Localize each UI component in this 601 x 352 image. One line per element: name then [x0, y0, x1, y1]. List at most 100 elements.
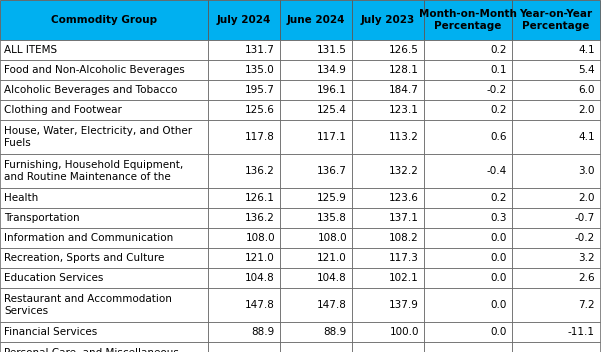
Bar: [424, 80, 512, 100]
Bar: [280, 322, 352, 342]
Text: 136.2: 136.2: [245, 213, 275, 223]
Text: Clothing and Footwear: Clothing and Footwear: [4, 105, 122, 115]
Bar: [280, 208, 352, 228]
Text: 5.4: 5.4: [578, 65, 595, 75]
Text: Year-on-Year
Percentage: Year-on-Year Percentage: [519, 9, 593, 31]
Bar: [280, 342, 352, 352]
Text: House, Water, Electricity, and Other
Fuels: House, Water, Electricity, and Other Fue…: [4, 126, 192, 148]
Bar: [512, 120, 600, 154]
Bar: [424, 120, 512, 154]
Bar: [0, 154, 208, 188]
Text: 0.1: 0.1: [490, 65, 507, 75]
Bar: [512, 80, 600, 100]
Text: -0.2: -0.2: [575, 233, 595, 243]
Bar: [208, 0, 280, 40]
Text: 117.1: 117.1: [317, 132, 347, 142]
Bar: [352, 188, 424, 208]
Bar: [352, 228, 424, 248]
Bar: [352, 154, 424, 188]
Text: Recreation, Sports and Culture: Recreation, Sports and Culture: [4, 253, 165, 263]
Text: -0.4: -0.4: [487, 166, 507, 176]
Bar: [352, 0, 424, 40]
Bar: [0, 322, 208, 342]
Bar: [0, 268, 208, 288]
Text: 132.2: 132.2: [389, 166, 419, 176]
Bar: [0, 100, 208, 120]
Bar: [280, 268, 352, 288]
Bar: [512, 40, 600, 60]
Text: Financial Services: Financial Services: [4, 327, 97, 337]
Bar: [0, 40, 208, 60]
Text: -0.7: -0.7: [575, 213, 595, 223]
Text: 0.2: 0.2: [490, 193, 507, 203]
Text: 131.7: 131.7: [245, 45, 275, 55]
Bar: [0, 208, 208, 228]
Text: Health: Health: [4, 193, 38, 203]
Bar: [280, 0, 352, 40]
Bar: [352, 208, 424, 228]
Text: 0.0: 0.0: [490, 273, 507, 283]
Text: 126.5: 126.5: [389, 45, 419, 55]
Bar: [512, 228, 600, 248]
Text: 2.0: 2.0: [579, 193, 595, 203]
Text: 123.1: 123.1: [389, 105, 419, 115]
Text: 113.2: 113.2: [389, 132, 419, 142]
Bar: [512, 0, 600, 40]
Bar: [208, 188, 280, 208]
Text: Alcoholic Beverages and Tobacco: Alcoholic Beverages and Tobacco: [4, 85, 177, 95]
Text: 126.1: 126.1: [245, 193, 275, 203]
Bar: [280, 228, 352, 248]
Bar: [0, 120, 208, 154]
Text: 104.8: 104.8: [245, 273, 275, 283]
Bar: [208, 208, 280, 228]
Bar: [280, 80, 352, 100]
Text: 100.0: 100.0: [389, 327, 419, 337]
Bar: [424, 248, 512, 268]
Bar: [0, 80, 208, 100]
Text: 196.1: 196.1: [317, 85, 347, 95]
Text: 0.2: 0.2: [490, 105, 507, 115]
Bar: [352, 268, 424, 288]
Text: 128.1: 128.1: [389, 65, 419, 75]
Text: 137.9: 137.9: [389, 300, 419, 310]
Text: 117.3: 117.3: [389, 253, 419, 263]
Bar: [0, 248, 208, 268]
Text: 88.9: 88.9: [324, 327, 347, 337]
Text: 0.0: 0.0: [490, 233, 507, 243]
Text: ALL ITEMS: ALL ITEMS: [4, 45, 57, 55]
Bar: [424, 288, 512, 322]
Bar: [280, 100, 352, 120]
Text: 147.8: 147.8: [317, 300, 347, 310]
Bar: [208, 248, 280, 268]
Bar: [512, 188, 600, 208]
Bar: [0, 188, 208, 208]
Bar: [512, 342, 600, 352]
Bar: [208, 288, 280, 322]
Text: 0.0: 0.0: [490, 327, 507, 337]
Bar: [280, 248, 352, 268]
Bar: [208, 120, 280, 154]
Text: 135.0: 135.0: [245, 65, 275, 75]
Bar: [280, 40, 352, 60]
Text: 0.3: 0.3: [490, 213, 507, 223]
Text: 147.8: 147.8: [245, 300, 275, 310]
Bar: [352, 40, 424, 60]
Bar: [424, 228, 512, 248]
Text: 4.1: 4.1: [578, 132, 595, 142]
Bar: [424, 60, 512, 80]
Bar: [512, 322, 600, 342]
Bar: [280, 188, 352, 208]
Text: 136.2: 136.2: [245, 166, 275, 176]
Text: July 2023: July 2023: [361, 15, 415, 25]
Bar: [352, 342, 424, 352]
Text: Education Services: Education Services: [4, 273, 103, 283]
Text: 184.7: 184.7: [389, 85, 419, 95]
Bar: [424, 322, 512, 342]
Bar: [208, 154, 280, 188]
Text: Transportation: Transportation: [4, 213, 79, 223]
Bar: [280, 60, 352, 80]
Bar: [0, 342, 208, 352]
Bar: [512, 268, 600, 288]
Text: 125.6: 125.6: [245, 105, 275, 115]
Bar: [424, 188, 512, 208]
